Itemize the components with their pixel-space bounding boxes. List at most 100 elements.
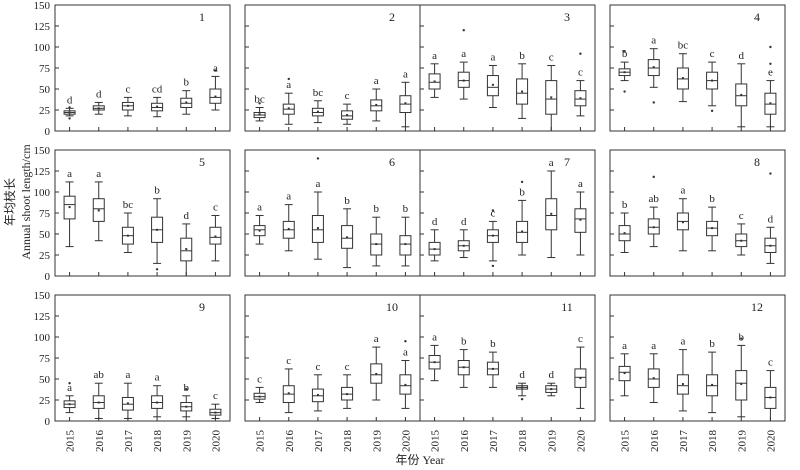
mean-marker — [652, 66, 655, 69]
x-tick-label: 2019 — [736, 430, 748, 453]
panel-number: 1 — [199, 10, 205, 24]
y-tick-label: 100 — [34, 187, 51, 199]
panel-number: 12 — [751, 300, 763, 314]
significance-letter: a — [622, 340, 627, 352]
box-iqr — [735, 370, 748, 401]
box-2015: c — [253, 373, 266, 404]
mean-marker — [316, 227, 319, 230]
panel-1: 0 25 50 75 100 125 150 1 d d c cd b a — [34, 0, 231, 138]
significance-letter: a — [578, 178, 583, 190]
box-iqr — [399, 235, 412, 256]
mean-marker — [126, 104, 129, 107]
mean-marker — [623, 71, 626, 74]
significance-letter: a — [286, 191, 291, 203]
significance-letter: d — [67, 94, 73, 106]
panel-number: 11 — [561, 300, 573, 314]
significance-letter: c — [125, 83, 130, 95]
x-tick-label: 2019 — [181, 430, 193, 453]
box-2019: d — [545, 369, 558, 397]
significance-letter: a — [213, 62, 218, 74]
outlier-point — [214, 69, 217, 72]
mean-marker — [346, 236, 349, 239]
significance-letter: c — [213, 202, 218, 214]
outlier-point — [491, 264, 495, 268]
mean-marker — [156, 228, 159, 231]
mean-marker — [404, 102, 407, 105]
significance-letter: b — [184, 77, 190, 89]
y-tick-label: 50 — [39, 374, 51, 386]
outlier-point — [652, 175, 655, 179]
box-2015: b — [618, 48, 631, 93]
significance-letter: b — [519, 50, 525, 62]
outlier-point — [185, 387, 188, 391]
box-2017: bc — [311, 87, 324, 124]
significance-letter: a — [67, 168, 72, 180]
significance-letter: c — [213, 390, 218, 402]
panel-number: 2 — [389, 10, 395, 24]
mean-marker — [375, 243, 378, 246]
outlier-point — [68, 106, 71, 109]
box-2017: a — [676, 185, 689, 252]
mean-marker — [375, 372, 378, 375]
mean-marker — [68, 206, 71, 209]
box-2015: a — [63, 168, 76, 248]
box-2019: a — [370, 333, 383, 401]
y-tick-label: 25 — [39, 105, 51, 117]
box-2018: b — [341, 195, 354, 269]
box-2020: c — [764, 357, 777, 422]
panel-6: 6 a a a b b b — [244, 149, 421, 277]
box-2018: b — [706, 338, 719, 414]
box-2016: b — [457, 336, 470, 388]
panel-9: 0 25 50 75 100 125 150 2015 2016 2017 2018 2019 2020… — [34, 290, 231, 452]
box-2016: a — [282, 77, 295, 125]
mean-marker — [433, 361, 436, 364]
outlier-point — [258, 102, 261, 105]
significance-letter: c — [345, 361, 350, 373]
mean-marker — [126, 402, 129, 405]
significance-letter: cd — [152, 83, 163, 95]
box-2015: b — [618, 199, 631, 253]
outlier-point — [287, 77, 290, 81]
y-tick-label: 150 — [34, 145, 51, 157]
panel-number: 9 — [199, 300, 205, 314]
outlier-point — [520, 397, 524, 401]
mean-marker — [579, 377, 582, 380]
x-tick-label: 2020 — [765, 430, 777, 453]
panel-number: 8 — [754, 155, 760, 169]
mean-marker — [521, 386, 524, 389]
y-tick-label: 0 — [45, 271, 51, 283]
panel-number: 10 — [386, 300, 398, 314]
x-tick-label: 2020 — [210, 430, 222, 453]
x-tick-label: 2018 — [517, 430, 529, 453]
box-2015: a — [618, 340, 631, 397]
box-2018: b — [516, 50, 529, 119]
mean-marker — [258, 229, 261, 232]
box-2018: cd — [151, 83, 164, 118]
panel-12: 2015 2016 2017 2018 2019 2020 12 a a a b b c — [609, 294, 786, 453]
significance-letter: a — [651, 340, 656, 352]
y-tick-label: 125 — [34, 21, 51, 33]
x-tick-label: 2017 — [123, 430, 135, 453]
box-2016: a — [647, 340, 660, 404]
outlier-point — [579, 52, 582, 55]
x-tick-label: 2016 — [94, 430, 106, 453]
significance-letter: a — [432, 331, 437, 343]
box-2017: bc — [121, 199, 134, 253]
mean-marker — [521, 90, 524, 93]
mean-marker — [462, 366, 465, 369]
significance-letter: d — [768, 213, 774, 225]
mean-marker — [258, 395, 261, 398]
box-2016: a — [92, 168, 105, 242]
significance-letter: a — [96, 168, 101, 180]
box-2016: a — [457, 29, 470, 100]
mean-marker — [316, 393, 319, 396]
y-tick-label: 50 — [39, 229, 51, 241]
significance-letter: a — [125, 369, 130, 381]
mean-marker — [652, 377, 655, 380]
outlier-point — [404, 340, 407, 343]
x-tick-label: 2020 — [400, 430, 412, 453]
box-2016: d — [457, 216, 470, 259]
panel-7: 7 d d c b a a — [419, 149, 596, 277]
y-tick-label: 50 — [39, 84, 51, 96]
mean-marker — [404, 383, 407, 386]
